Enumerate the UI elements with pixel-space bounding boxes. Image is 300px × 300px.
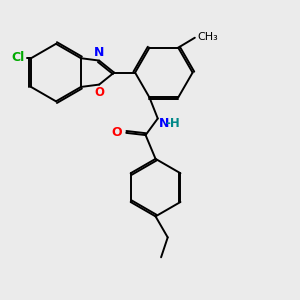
Text: Cl: Cl [11,51,25,64]
Text: N: N [94,46,104,59]
Text: -H: -H [165,117,180,130]
Text: O: O [111,126,122,140]
Text: O: O [94,86,104,99]
Text: N: N [159,117,169,130]
Text: CH₃: CH₃ [197,32,218,42]
